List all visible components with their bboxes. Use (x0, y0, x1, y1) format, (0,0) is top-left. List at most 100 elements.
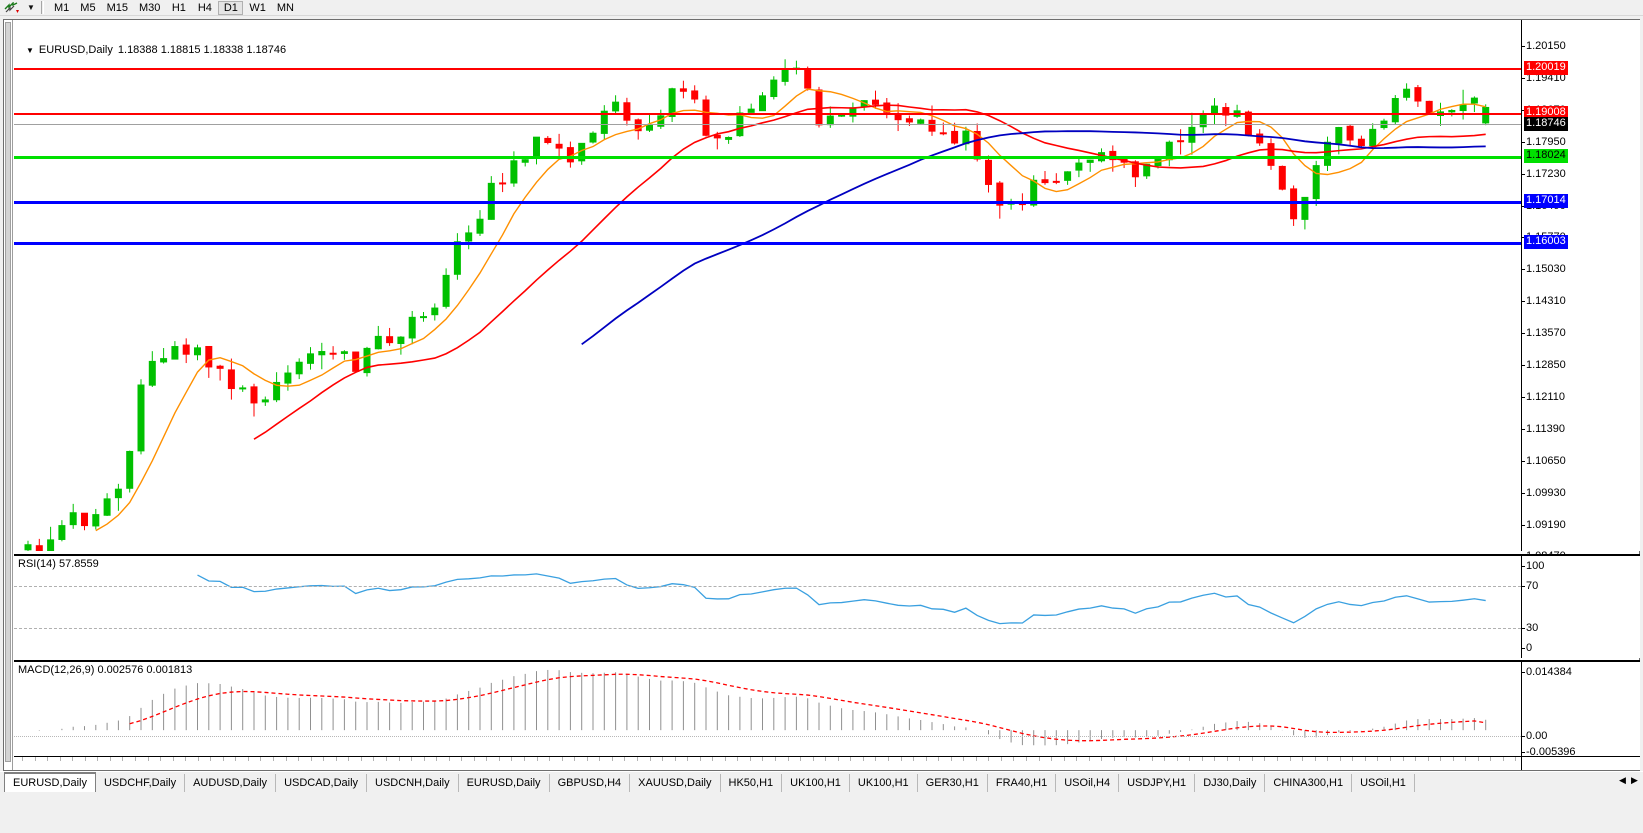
chart-tab[interactable]: USDCAD,Daily (276, 774, 368, 792)
price-tick: 1.17950 (1521, 135, 1566, 148)
price-tag-pivot[interactable]: 1.18024 (1524, 149, 1568, 163)
chart-tab[interactable]: CHINA300,H1 (1265, 774, 1353, 792)
price-tick: 1.14310 (1521, 295, 1566, 308)
level-line-pivot[interactable] (14, 156, 1521, 159)
timeframe-button-m30[interactable]: M30 (138, 1, 161, 14)
level-line-support-2[interactable] (14, 242, 1521, 245)
chart-tab[interactable]: USDJPY,H1 (1119, 774, 1196, 792)
time-tick (1076, 757, 1078, 761)
level-line-resistance-1[interactable] (14, 113, 1521, 115)
level-line-resistance-2[interactable] (14, 68, 1521, 70)
timeframe-button-w1[interactable]: W1 (249, 1, 266, 14)
time-tick (47, 757, 49, 761)
time-tick (1314, 757, 1316, 761)
autoscroll-icon[interactable] (2, 1, 24, 15)
timeframe-button-m5[interactable]: M5 (80, 1, 96, 14)
macd-scale: 0.014384 0.00 -0.005396 (1520, 662, 1640, 758)
price-tick: 1.10650 (1521, 454, 1566, 467)
rsi-plot[interactable] (14, 556, 1521, 658)
chart-tab[interactable]: USDCHF,Daily (96, 774, 186, 792)
chart-vertical-scrollbar[interactable] (4, 20, 13, 770)
timeframe-button-m15[interactable]: M15 (106, 1, 128, 14)
time-tick (398, 757, 400, 761)
time-tick (298, 757, 300, 761)
time-tick (737, 757, 739, 761)
time-tick (1239, 757, 1241, 761)
chart-tab[interactable]: EURUSD,Daily (459, 774, 550, 792)
timeframe-button-m1[interactable]: M1 (54, 1, 70, 14)
chart-symbol-header: ▼ EURUSD,Daily 1.18388 1.18815 1.18338 1… (26, 44, 286, 56)
candlestick-series (24, 59, 1490, 551)
chart-tab[interactable]: USOil,H1 (1352, 774, 1415, 792)
chart-tab-active[interactable]: EURUSD,Daily (4, 772, 96, 792)
time-tick (385, 757, 387, 761)
time-tick (988, 757, 990, 761)
time-tick (1402, 757, 1404, 761)
chart-tab[interactable]: FRA40,H1 (988, 774, 1057, 792)
chart-tab[interactable]: GBPUSD,H4 (550, 774, 631, 792)
time-tick (775, 757, 776, 761)
chart-tab[interactable]: AUDUSD,Daily (185, 774, 277, 792)
rsi-tick: 70 (1520, 580, 1539, 592)
timeframe-toolbar: ▼ M1 M5 M15 M30 H1 H4 D1 W1 MN (0, 0, 1643, 16)
tab-scroll-right-icon[interactable]: ▶ (1631, 775, 1638, 785)
time-tick (185, 757, 187, 761)
macd-plot[interactable] (14, 662, 1521, 756)
price-plot[interactable] (14, 20, 1521, 551)
price-tag-resistance[interactable]: 1.19008 (1524, 106, 1568, 120)
time-tick (524, 757, 525, 761)
level-line-support-1[interactable] (14, 201, 1521, 204)
tab-scroll-left-icon[interactable]: ◀ (1619, 775, 1626, 785)
time-tick (109, 757, 111, 761)
time-tick (373, 757, 375, 761)
time-tick (687, 757, 689, 761)
price-tag-support[interactable]: 1.17014 (1524, 194, 1568, 208)
timeframe-button-h4[interactable]: H4 (197, 1, 212, 14)
chart-tab[interactable]: HK50,H1 (721, 774, 783, 792)
price-tick: 1.15030 (1521, 263, 1566, 276)
chart-tab[interactable]: DJ30,Daily (1195, 774, 1266, 792)
price-pane[interactable]: ▼ EURUSD,Daily 1.18388 1.18815 1.18338 1… (14, 20, 1640, 562)
time-tick (1490, 757, 1492, 761)
time-tick (247, 757, 249, 761)
time-tick (825, 757, 827, 761)
time-tick (197, 757, 199, 761)
time-tick (950, 757, 952, 761)
time-tick (160, 757, 162, 761)
rsi-label: RSI(14) 57.8559 (18, 558, 99, 570)
price-scale[interactable]: 1.201501.194101.186701.179501.172301.164… (1521, 20, 1640, 562)
time-tick (862, 757, 864, 761)
chart-tab[interactable]: UK100,H1 (782, 774, 850, 792)
timeframe-button-d1[interactable]: D1 (218, 0, 244, 15)
toolbar-dropdown-caret[interactable]: ▼ (27, 3, 35, 12)
time-tick (172, 757, 174, 761)
time-tick (724, 757, 726, 761)
chart-header-caret[interactable]: ▼ (26, 45, 34, 55)
chart-tab[interactable]: USOil,H4 (1056, 774, 1120, 792)
chart-tab[interactable]: UK100,H1 (850, 774, 918, 792)
time-tick (448, 757, 450, 761)
time-tick (1126, 757, 1128, 761)
time-tick (762, 757, 764, 761)
time-tick (586, 757, 588, 761)
time-tick (1051, 757, 1053, 761)
chart-tab[interactable]: USDCNH,Daily (367, 774, 459, 792)
price-tag-resistance[interactable]: 1.20019 (1524, 61, 1568, 75)
time-tick (800, 757, 802, 761)
scrollbar-thumb[interactable] (5, 22, 11, 762)
chart-tab[interactable]: XAUUSD,Daily (630, 774, 721, 792)
time-tick (1377, 757, 1379, 761)
time-tick (1063, 757, 1065, 761)
time-tick (624, 757, 626, 761)
price-tag-last-price[interactable]: 1.18746 (1524, 117, 1568, 131)
rsi-pane[interactable]: RSI(14) 57.8559 100 70 30 0 (14, 554, 1640, 658)
chart-tab[interactable]: GER30,H1 (918, 774, 988, 792)
price-tag-support[interactable]: 1.16003 (1524, 235, 1568, 249)
level-line-last-price[interactable] (14, 124, 1521, 125)
macd-pane[interactable]: MACD(12,26,9) 0.002576 0.001813 0.014384… (14, 660, 1640, 758)
timeframe-button-mn[interactable]: MN (276, 1, 294, 14)
timeframe-button-h1[interactable]: H1 (171, 1, 186, 14)
time-tick (611, 757, 613, 761)
macd-tick: 0.00 (1520, 730, 1548, 742)
